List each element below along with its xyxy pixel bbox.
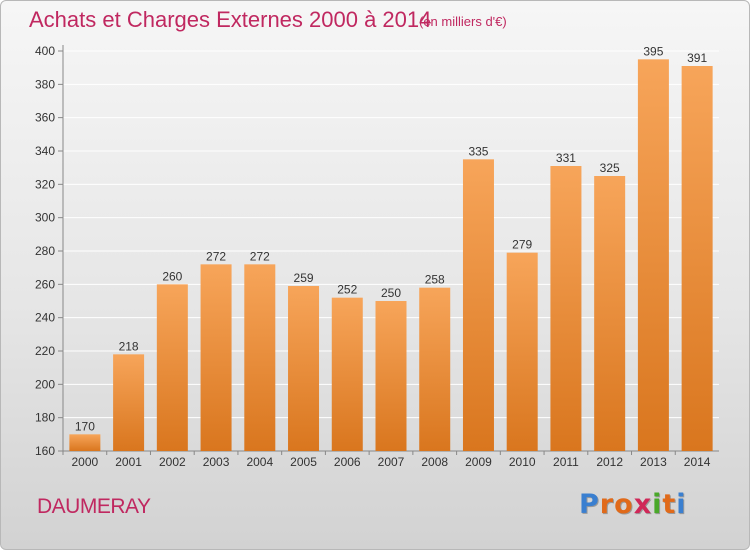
logo-letter: t bbox=[662, 489, 677, 520]
x-tick-label: 2005 bbox=[290, 455, 317, 469]
y-tick-labels: 160 180 200 220 240 260 280 300 320 340 360 380 400 bbox=[35, 44, 55, 458]
data-label: 395 bbox=[643, 44, 663, 58]
x-tick-label: 2008 bbox=[421, 455, 448, 469]
y-tick-label: 180 bbox=[35, 411, 55, 425]
y-tick-label: 160 bbox=[35, 444, 55, 458]
y-tick-label: 340 bbox=[35, 144, 55, 158]
data-label: 258 bbox=[425, 273, 445, 287]
x-tick-label: 2003 bbox=[203, 455, 230, 469]
data-label: 331 bbox=[556, 151, 576, 165]
bar bbox=[288, 286, 320, 451]
x-tick-label: 2007 bbox=[378, 455, 405, 469]
data-label: 259 bbox=[294, 271, 314, 285]
bar bbox=[113, 354, 145, 451]
data-label: 218 bbox=[119, 339, 139, 353]
y-tick-label: 200 bbox=[35, 377, 55, 391]
bar bbox=[156, 284, 188, 451]
y-tick-label: 260 bbox=[35, 277, 55, 291]
chart-subtitle: (en milliers d'€) bbox=[419, 14, 507, 29]
x-tick-label: 2012 bbox=[596, 455, 623, 469]
chart-title: Achats et Charges Externes 2000 à 2014 bbox=[29, 7, 432, 32]
logo-letter: i bbox=[652, 489, 663, 520]
x-tick-label: 2000 bbox=[72, 455, 99, 469]
x-tick-label: 2004 bbox=[246, 455, 273, 469]
data-label: 250 bbox=[381, 286, 401, 300]
data-label: 335 bbox=[468, 144, 488, 158]
bar bbox=[681, 66, 713, 451]
logo-letter: r bbox=[599, 489, 615, 520]
bars bbox=[69, 59, 713, 452]
data-label: 272 bbox=[250, 249, 270, 263]
bar bbox=[462, 159, 494, 452]
x-tick-label: 2011 bbox=[553, 455, 579, 469]
data-label: 260 bbox=[162, 269, 182, 283]
y-tick-label: 320 bbox=[35, 177, 55, 191]
y-tick-label: 280 bbox=[35, 244, 55, 258]
x-tick-label: 2013 bbox=[640, 455, 667, 469]
logo-letter: x bbox=[633, 489, 653, 520]
bar bbox=[506, 252, 538, 451]
y-tick-label: 240 bbox=[35, 311, 55, 325]
y-tick-label: 220 bbox=[35, 344, 55, 358]
data-label: 325 bbox=[600, 161, 620, 175]
bar bbox=[637, 59, 669, 451]
data-label: 391 bbox=[687, 51, 707, 65]
data-label: 279 bbox=[512, 238, 532, 252]
y-tick-label: 360 bbox=[35, 111, 55, 125]
y-tick-label: 400 bbox=[35, 44, 55, 58]
bar bbox=[331, 297, 363, 451]
logo-letter: P bbox=[579, 489, 600, 520]
proxiti-logo: Proxiti bbox=[579, 489, 687, 520]
y-tick-label: 300 bbox=[35, 211, 55, 225]
data-label: 170 bbox=[75, 419, 95, 433]
data-label: 252 bbox=[337, 283, 357, 297]
x-tick-label: 2006 bbox=[334, 455, 361, 469]
x-tick-label: 2009 bbox=[465, 455, 492, 469]
bar bbox=[69, 434, 101, 451]
x-tick-label: 2010 bbox=[509, 455, 536, 469]
data-labels: 170 218 260 272 272 259 252 250 258 335 279 331 325 3… bbox=[75, 44, 708, 433]
x-tick-labels: 2000 2001 2002 2003 2004 2005 2006 2007 2008 2009… bbox=[72, 455, 711, 469]
place-name: DAUMERAY bbox=[37, 495, 151, 518]
x-tick-label: 2002 bbox=[159, 455, 186, 469]
y-tick-label: 380 bbox=[35, 77, 55, 91]
bar bbox=[419, 287, 451, 451]
logo-letter: i bbox=[676, 489, 687, 520]
bar bbox=[375, 301, 407, 451]
bar bbox=[244, 264, 276, 451]
logo-letter: o bbox=[614, 489, 634, 520]
x-tick-label: 2014 bbox=[684, 455, 711, 469]
bar bbox=[550, 166, 582, 451]
data-label: 272 bbox=[206, 249, 226, 263]
x-tick-label: 2001 bbox=[115, 455, 142, 469]
bar bbox=[200, 264, 232, 451]
bar bbox=[594, 176, 626, 451]
